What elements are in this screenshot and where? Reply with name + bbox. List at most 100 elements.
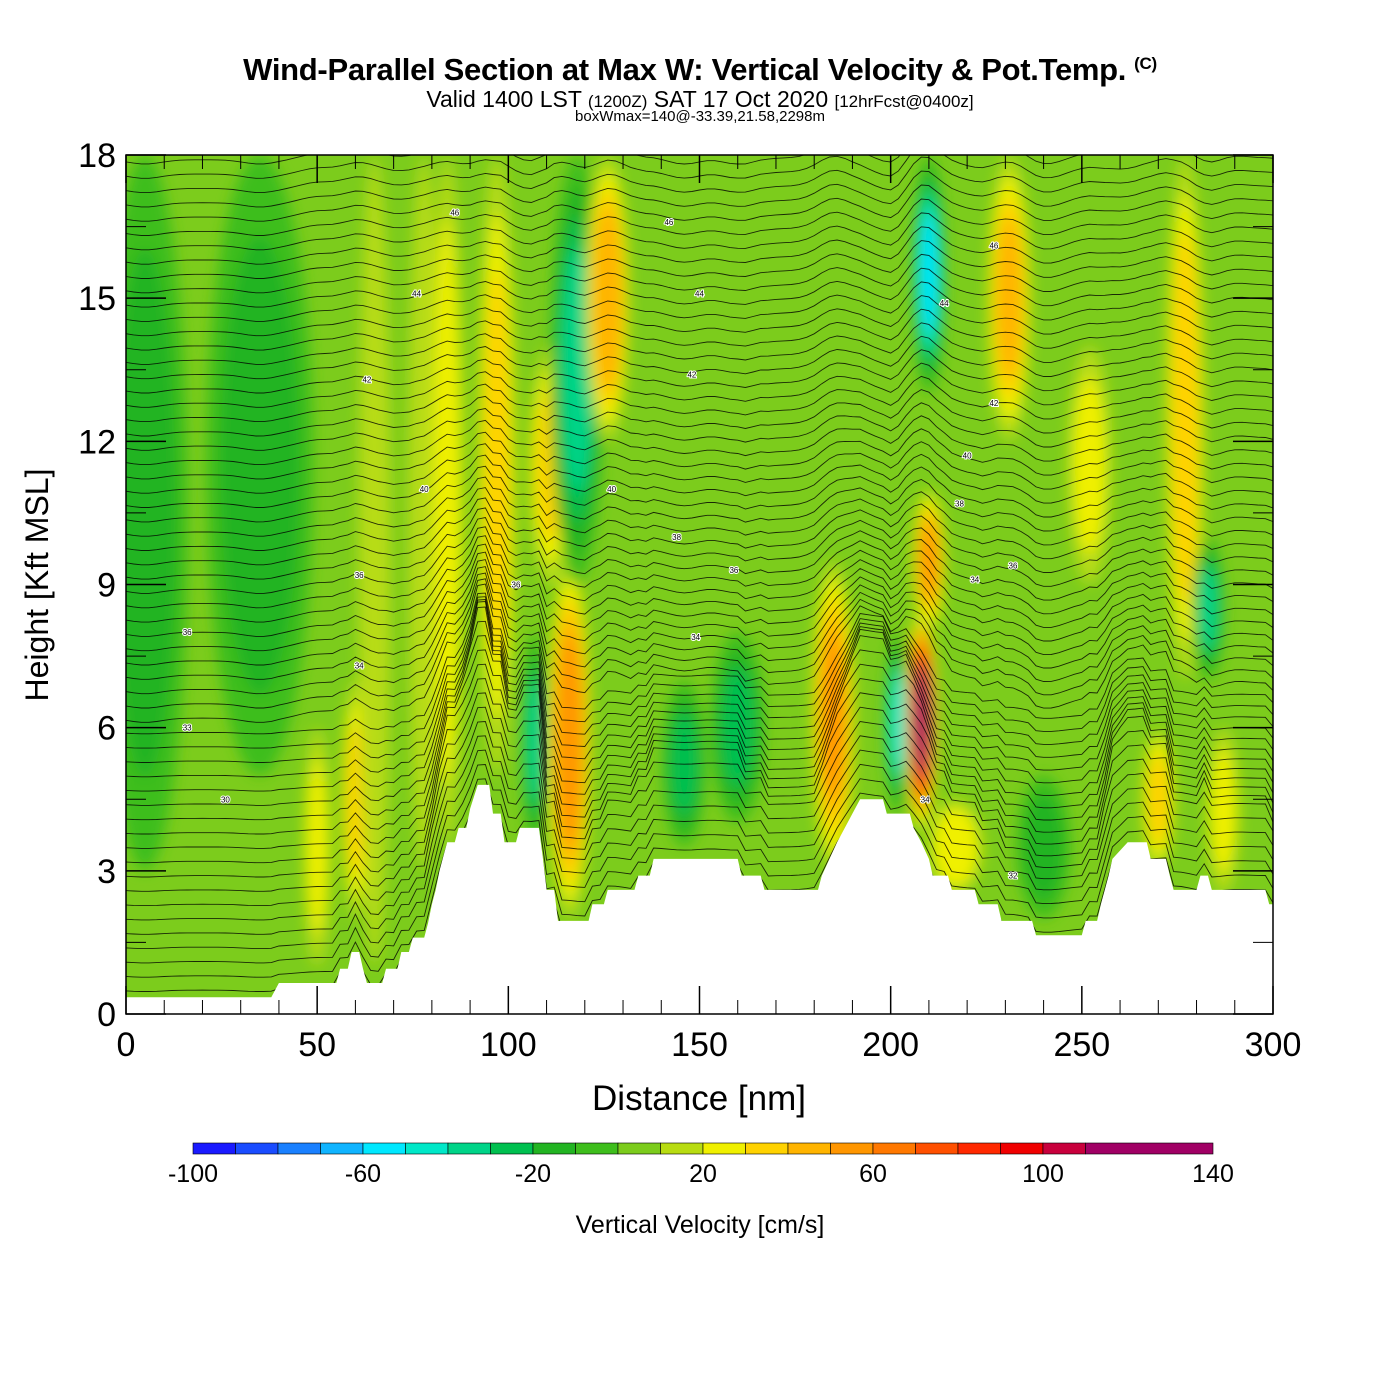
colorbar-swatch bbox=[362, 1142, 406, 1155]
theta-contour-label: 38 bbox=[672, 533, 681, 542]
theta-contour-line bbox=[126, 465, 1273, 523]
theta-contour-line bbox=[126, 253, 1273, 294]
velocity-core bbox=[307, 758, 328, 936]
x-axis-label: Distance [nm] bbox=[592, 1079, 806, 1118]
theta-contour-line bbox=[126, 559, 1273, 666]
theta-contour-labels: 36 33 30 36 34 42 44 40 46 36 40 46 38 42 44 34 36 44 34 38… bbox=[182, 207, 1019, 881]
theta-contour-label: 34 bbox=[355, 662, 364, 671]
colorbar-swatch bbox=[320, 1142, 364, 1155]
x-tick-label: 300 bbox=[1245, 1026, 1302, 1064]
colorbar-tick-label: -60 bbox=[345, 1160, 381, 1188]
velocity-core bbox=[920, 522, 938, 599]
colorbar-swatch bbox=[575, 1142, 619, 1155]
valid-date: SAT 17 Oct 2020 bbox=[653, 86, 829, 112]
theta-contour-line bbox=[126, 198, 1273, 236]
colorbar-swatch bbox=[787, 1142, 831, 1155]
x-tick-label: 0 bbox=[117, 1026, 136, 1064]
theta-contour-line bbox=[126, 778, 1273, 964]
theta-contour-line bbox=[126, 389, 1273, 437]
theta-contour-line bbox=[126, 322, 1273, 365]
theta-contour-line bbox=[126, 476, 1273, 537]
velocity-core bbox=[997, 217, 1022, 380]
y-axis-label: Height [Kft MSL] bbox=[19, 469, 55, 702]
x-axis: 0 50 100 150 200 250 300 bbox=[117, 155, 1302, 1064]
colorbar-swatch bbox=[872, 1142, 916, 1155]
colorbar-swatch bbox=[745, 1142, 789, 1155]
x-tick-label: 200 bbox=[862, 1026, 919, 1064]
y-tick-label: 9 bbox=[97, 567, 116, 605]
colorbar-tick-label: -20 bbox=[515, 1160, 551, 1188]
colorbar-tick-label: 100 bbox=[1022, 1160, 1064, 1188]
colorbar-label: Vertical Velocity [cm/s] bbox=[576, 1211, 825, 1239]
velocity-core bbox=[1148, 754, 1169, 845]
velocity-core bbox=[362, 260, 387, 861]
x-tick-label: 250 bbox=[1053, 1026, 1110, 1064]
theta-contour-line bbox=[126, 281, 1273, 322]
theta-contour-line bbox=[126, 572, 1273, 695]
colorbar-tick-label: 20 bbox=[689, 1160, 717, 1188]
theta-contour-line bbox=[126, 170, 1273, 208]
chart-title-text: Wind-Parallel Section at Max W: Vertical… bbox=[243, 52, 1127, 87]
theta-contour-label: 36 bbox=[355, 571, 364, 580]
forecast-info: [12hrFcst@0400z] bbox=[834, 92, 974, 111]
theta-contour-line bbox=[126, 596, 1273, 749]
theta-contour-line bbox=[126, 487, 1273, 551]
colorbar-swatch bbox=[235, 1142, 279, 1155]
theta-contour-label: 34 bbox=[921, 795, 930, 804]
theta-contour-line bbox=[126, 566, 1273, 680]
velocity-core bbox=[126, 248, 177, 778]
velocity-core bbox=[1211, 749, 1236, 873]
theta-contour-line bbox=[126, 507, 1273, 580]
x-tick-label: 50 bbox=[298, 1026, 336, 1064]
theta-contour-label: 36 bbox=[512, 581, 521, 590]
theta-contour-label: 34 bbox=[970, 576, 979, 585]
velocity-core bbox=[938, 817, 973, 877]
terrain-mask bbox=[126, 784, 1273, 1014]
theta-contour-label: 42 bbox=[989, 399, 998, 408]
theta-contour-line bbox=[126, 267, 1273, 308]
colorbar-swatch bbox=[1042, 1142, 1086, 1155]
velocity-core bbox=[1073, 376, 1106, 554]
theta-contour-line bbox=[126, 583, 1273, 723]
theta-contour-line bbox=[126, 362, 1273, 408]
theta-contour-label: 30 bbox=[221, 795, 230, 804]
theta-contour-label: 42 bbox=[362, 375, 371, 384]
colorbar-swatch bbox=[1000, 1142, 1044, 1155]
theta-contour-label: 44 bbox=[695, 289, 704, 298]
colorbar-swatch bbox=[1085, 1142, 1214, 1155]
theta-contour-line bbox=[126, 721, 1273, 907]
theta-contour-line bbox=[126, 649, 1273, 835]
colorbar-swatch bbox=[660, 1142, 704, 1155]
colorbar-tick-label: 140 bbox=[1192, 1160, 1234, 1188]
y-tick-label: 6 bbox=[97, 710, 116, 748]
theta-contour-line bbox=[126, 349, 1273, 394]
colorbar-swatch bbox=[405, 1142, 449, 1155]
colorbar-swatch bbox=[447, 1142, 491, 1155]
theta-contour-line bbox=[126, 749, 1273, 935]
colorbar-swatch bbox=[490, 1142, 534, 1155]
theta-contour-line bbox=[126, 735, 1273, 921]
theta-contour-line bbox=[126, 663, 1273, 849]
theta-contour-line bbox=[126, 226, 1273, 265]
colorbar-swatch bbox=[192, 1142, 236, 1155]
y-tick-label: 15 bbox=[78, 280, 116, 318]
theta-contour-line bbox=[126, 606, 1273, 792]
theta-contour-line bbox=[126, 592, 1273, 735]
copyright-mark: (C) bbox=[1134, 53, 1157, 73]
theta-contour-label: 36 bbox=[1009, 561, 1018, 570]
theta-contour-line bbox=[126, 240, 1273, 279]
theta-contour-label: 44 bbox=[940, 299, 949, 308]
theta-contour-label: 42 bbox=[687, 371, 696, 380]
chart-title: Wind-Parallel Section at Max W: Vertical… bbox=[0, 52, 1400, 88]
velocity-core bbox=[891, 675, 906, 771]
velocity-core bbox=[913, 668, 929, 773]
theta-contour-line bbox=[126, 535, 1273, 623]
theta-contour-line bbox=[126, 599, 1273, 763]
colorbar-tick-label: -100 bbox=[168, 1160, 218, 1188]
theta-contour-label: 46 bbox=[989, 242, 998, 251]
y-tick-label: 3 bbox=[97, 853, 116, 891]
theta-contour-label: 34 bbox=[691, 633, 700, 642]
theta-contour-line bbox=[126, 706, 1273, 892]
